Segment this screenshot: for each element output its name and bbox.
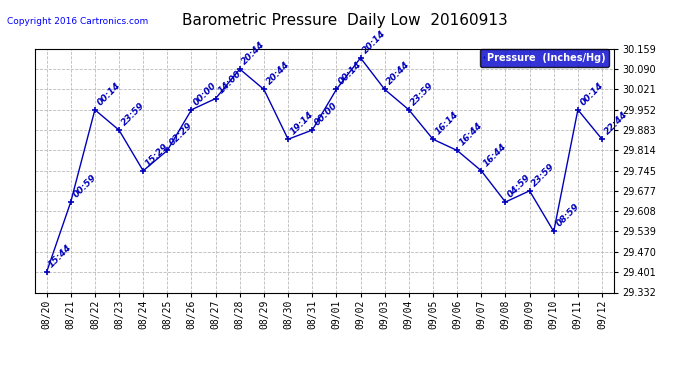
Text: 00:14: 00:14 xyxy=(578,80,605,107)
Text: 16:44: 16:44 xyxy=(457,121,484,148)
Text: 16:44: 16:44 xyxy=(482,141,509,168)
Text: 00:00: 00:00 xyxy=(192,80,219,107)
Text: 20:44: 20:44 xyxy=(240,40,267,66)
Text: 00:14: 00:14 xyxy=(337,60,364,87)
Text: 22:44: 22:44 xyxy=(602,110,629,136)
Text: 00:14: 00:14 xyxy=(95,80,122,107)
Text: 00:00: 00:00 xyxy=(313,101,339,128)
Text: 16:14: 16:14 xyxy=(433,110,460,136)
Text: 14:00: 14:00 xyxy=(216,69,243,96)
Text: 15:29: 15:29 xyxy=(144,141,170,168)
Text: 20:44: 20:44 xyxy=(385,60,412,87)
Text: 19:14: 19:14 xyxy=(288,110,315,136)
Text: 15:44: 15:44 xyxy=(47,243,74,269)
Text: 04:59: 04:59 xyxy=(506,172,533,199)
Text: 23:59: 23:59 xyxy=(530,161,557,188)
Text: Copyright 2016 Cartronics.com: Copyright 2016 Cartronics.com xyxy=(7,17,148,26)
Text: 20:14: 20:14 xyxy=(361,28,388,55)
Text: 00:59: 00:59 xyxy=(71,172,98,199)
Text: 23:59: 23:59 xyxy=(409,80,436,107)
Text: Barometric Pressure  Daily Low  20160913: Barometric Pressure Daily Low 20160913 xyxy=(182,13,508,28)
Legend: Pressure  (Inches/Hg): Pressure (Inches/Hg) xyxy=(480,49,609,66)
Text: 23:59: 23:59 xyxy=(119,101,146,128)
Text: 08:59: 08:59 xyxy=(554,202,581,229)
Text: 20:44: 20:44 xyxy=(264,60,291,87)
Text: 02:29: 02:29 xyxy=(168,121,195,148)
